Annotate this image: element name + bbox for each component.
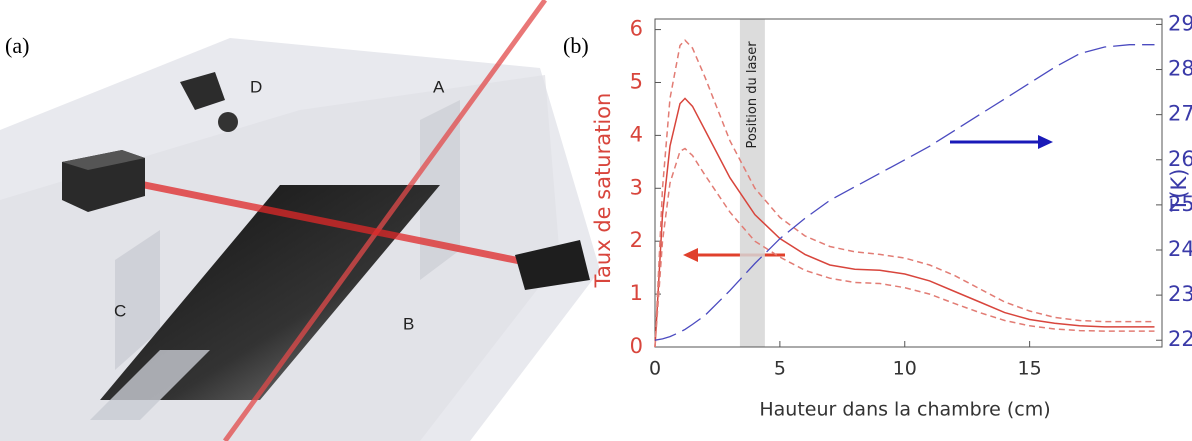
panel-label: (a) xyxy=(5,33,29,58)
laser-band xyxy=(739,19,765,347)
series-line xyxy=(654,147,1155,348)
y2-tick-label: 280 xyxy=(1168,57,1192,81)
y-tick-label: 5 xyxy=(630,69,643,93)
annotation: Position du laser xyxy=(745,41,760,149)
x-axis-label: Hauteur dans la chambre (cm) xyxy=(759,399,1050,421)
y2-tick-label: 260 xyxy=(1168,147,1192,171)
y-tick-label: 2 xyxy=(630,228,643,252)
y-axis-label: Taux de saturation xyxy=(591,93,615,289)
part-label: C xyxy=(114,301,126,320)
illustration xyxy=(0,0,600,441)
y2-tick-label: 270 xyxy=(1168,102,1192,126)
plot-frame xyxy=(654,18,1163,348)
y-tick-label: 4 xyxy=(630,122,643,146)
y-tick-label: 0 xyxy=(630,334,643,358)
y2-tick-label: 220 xyxy=(1168,327,1192,351)
y2-tick-label: 240 xyxy=(1168,237,1192,261)
part-label: B xyxy=(403,314,414,333)
x-tick-label: 5 xyxy=(774,358,786,380)
arrows xyxy=(683,135,1053,262)
y-tick-label: 3 xyxy=(630,175,643,199)
part-label: A xyxy=(433,77,445,96)
y-tick-label: 6 xyxy=(630,17,643,41)
y2-axis-label: T(K) xyxy=(1167,169,1191,213)
series-line xyxy=(654,44,1155,341)
series-line xyxy=(654,39,1155,348)
y2-tick-label: 290 xyxy=(1168,11,1192,35)
y2-tick-label: 230 xyxy=(1168,282,1192,306)
x-tick-label: 0 xyxy=(649,358,661,380)
x-tick-label: 10 xyxy=(893,358,917,380)
series-line xyxy=(654,97,1155,348)
part-label: D xyxy=(250,77,262,96)
y-tick-label: 1 xyxy=(630,281,643,305)
x-tick-label: 15 xyxy=(1018,358,1042,380)
panel-label: (b) xyxy=(563,33,589,58)
y2-tick-label: 250 xyxy=(1168,192,1192,216)
